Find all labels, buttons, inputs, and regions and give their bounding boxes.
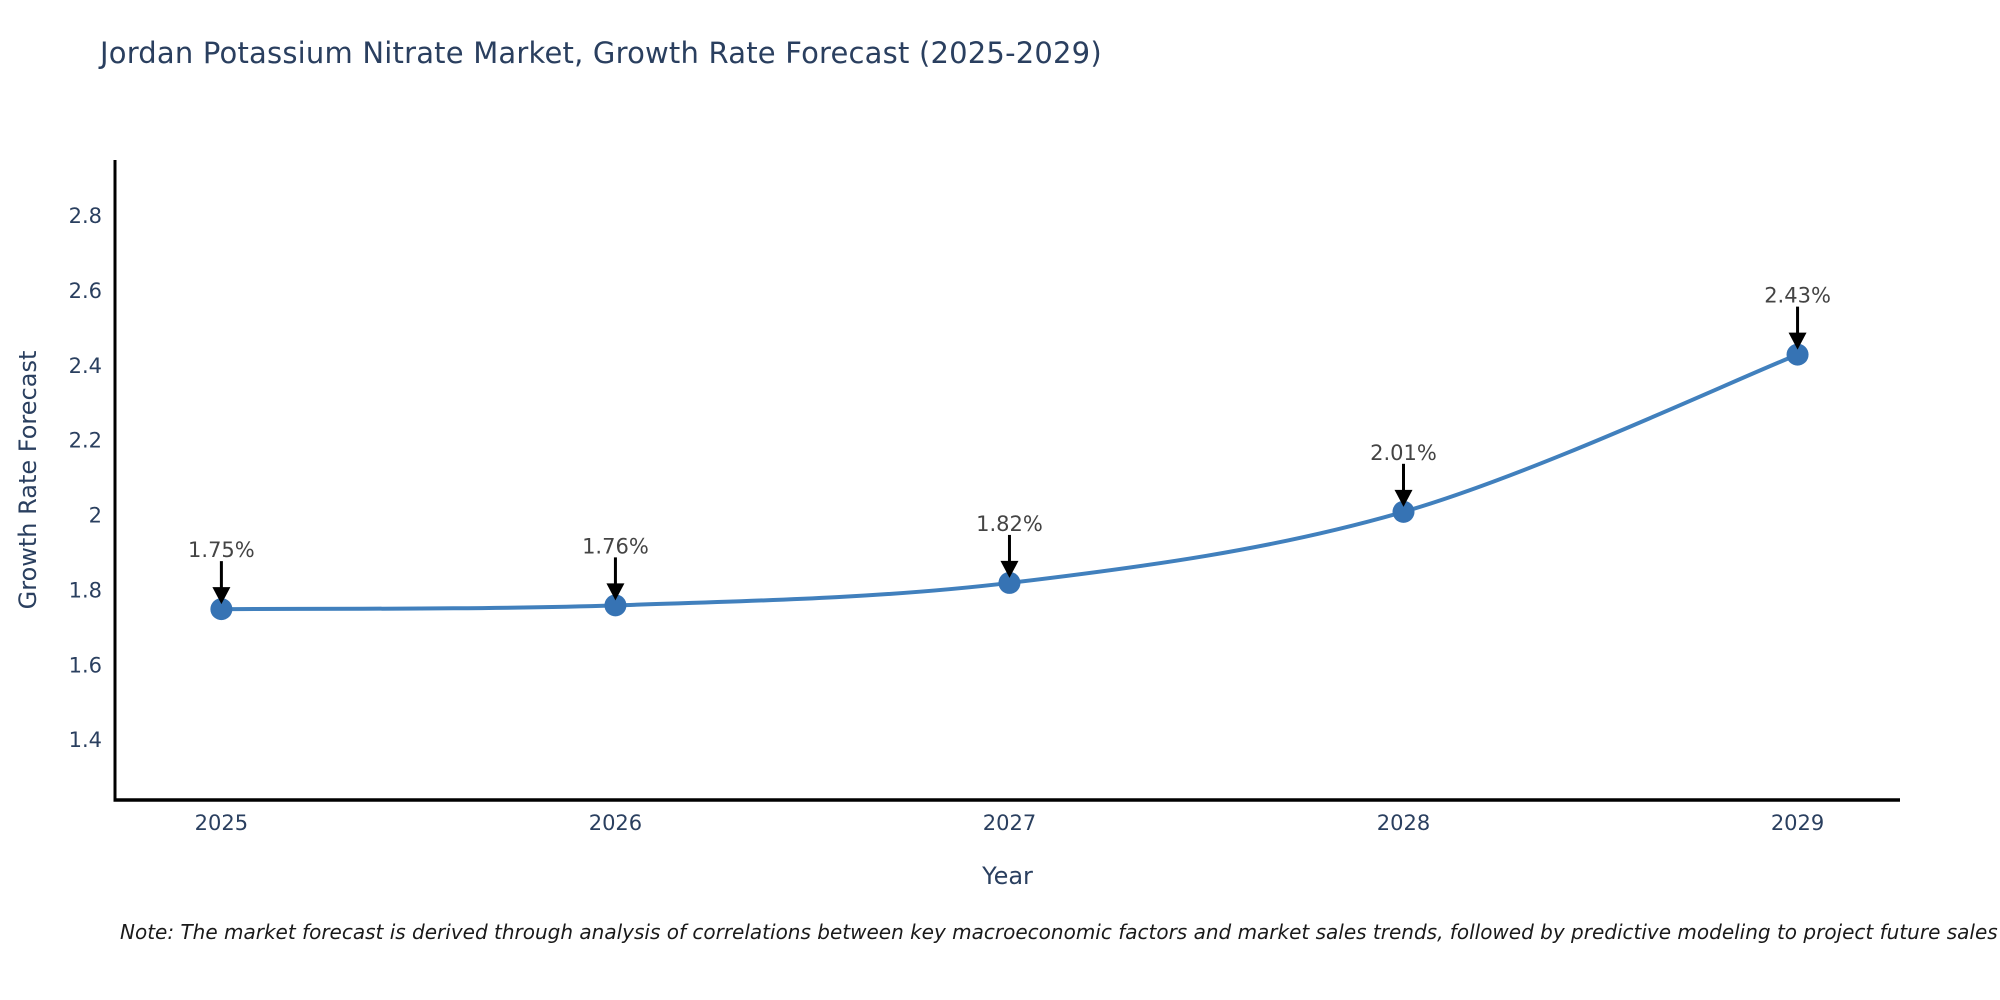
point-value-label-2026: 1.76%: [582, 534, 649, 558]
annotation-arrowhead-2026: [606, 583, 625, 601]
y-axis-title: Growth Rate Forecast: [14, 351, 42, 610]
data-point-2028[interactable]: [1392, 500, 1415, 523]
y-tick-label-2: 2: [89, 504, 102, 528]
chart-footnote: Note: The market forecast is derived thr…: [120, 920, 1998, 944]
y-tick-label-1.6: 1.6: [69, 653, 102, 677]
y-tick-label-1.8: 1.8: [69, 578, 102, 602]
annotation-arrowhead-2025: [212, 587, 231, 605]
x-tick-label-2025: 2025: [195, 811, 248, 835]
data-point-2029[interactable]: [1786, 343, 1809, 366]
annotation-arrowhead-2029: [1788, 332, 1807, 350]
data-point-2025[interactable]: [210, 598, 233, 621]
y-tick-label-2.2: 2.2: [69, 429, 102, 453]
data-point-2026[interactable]: [604, 594, 627, 617]
point-value-label-2027: 1.82%: [976, 512, 1043, 536]
y-tick-label-1.4: 1.4: [69, 728, 102, 752]
x-tick-label-2029: 2029: [1771, 811, 1824, 835]
x-tick-label-2026: 2026: [589, 811, 642, 835]
annotation-arrowhead-2028: [1394, 489, 1413, 507]
chart-title: Jordan Potassium Nitrate Market, Growth …: [100, 36, 1102, 70]
y-tick-label-2.6: 2.6: [69, 279, 102, 303]
point-value-label-2028: 2.01%: [1370, 441, 1437, 465]
data-point-2027[interactable]: [998, 571, 1021, 594]
y-tick-label-2.8: 2.8: [69, 204, 102, 228]
y-tick-label-2.4: 2.4: [69, 354, 102, 378]
point-value-label-2025: 1.75%: [188, 538, 255, 562]
annotation-arrowhead-2027: [1000, 560, 1019, 578]
point-value-label-2029: 2.43%: [1764, 284, 1831, 308]
x-tick-label-2027: 2027: [983, 811, 1036, 835]
x-tick-label-2028: 2028: [1377, 811, 1430, 835]
x-axis-title: Year: [981, 862, 1033, 890]
